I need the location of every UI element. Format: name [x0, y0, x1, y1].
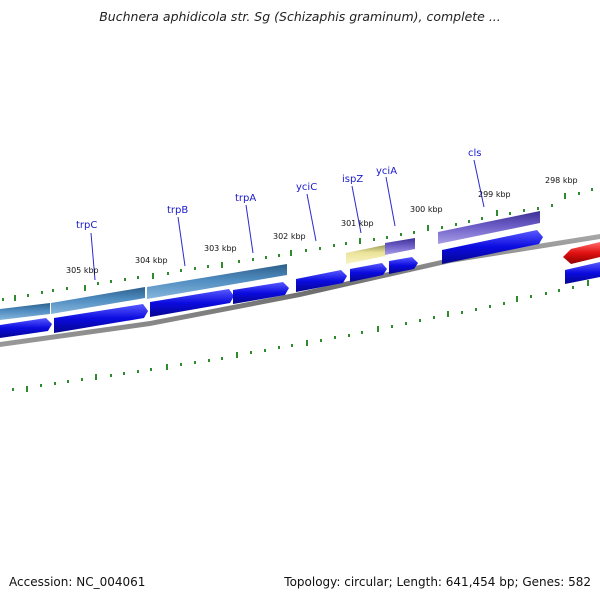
cds-arrow-red[interactable] [563, 242, 600, 264]
cds-arrow[interactable] [54, 304, 148, 333]
cls-feature[interactable] [438, 211, 540, 244]
genome-stats-label: Topology: circular; Length: 641,454 bp; … [284, 575, 591, 589]
kbp-label: 298 kbp [545, 176, 578, 185]
cds-arrow[interactable] [0, 318, 52, 338]
kbp-label: 302 kbp [273, 232, 306, 241]
cds-arrow[interactable] [296, 270, 347, 292]
cds-arrow[interactable] [233, 282, 289, 304]
ispZ-feature[interactable] [346, 245, 385, 264]
lower-tick-ring [12, 280, 589, 392]
cds-arrow[interactable] [442, 230, 543, 264]
feature-track-upper [0, 211, 540, 320]
cds-arrow[interactable] [565, 262, 600, 284]
kbp-label: 304 kbp [135, 256, 168, 265]
map-title: Buchnera aphidicola str. Sg (Schizaphis … [99, 9, 501, 24]
cds-arrow[interactable] [150, 289, 234, 317]
kbp-label: 301 kbp [341, 219, 374, 228]
gene-label-trpB[interactable]: trpB [167, 205, 188, 216]
yciA-feature[interactable] [385, 238, 415, 255]
trpB-feature[interactable] [147, 264, 287, 299]
cds-arrow[interactable] [389, 257, 418, 274]
gene-labels: trpC trpB trpA yciC ispZ yciA cls [76, 148, 482, 231]
trpC-feature[interactable] [0, 303, 50, 320]
gene-label-trpC[interactable]: trpC [76, 220, 97, 231]
gene-leader-lines [90, 159, 485, 281]
gene-label-yciC[interactable]: yciC [296, 182, 317, 193]
gene-label-cls[interactable]: cls [468, 148, 482, 159]
gene-label-yciA[interactable]: yciA [376, 166, 397, 177]
cds-track [0, 230, 600, 338]
kbp-label: 299 kbp [478, 190, 511, 199]
trpC-feature-cont[interactable] [51, 287, 145, 314]
upper-tick-ring [2, 188, 593, 301]
kbp-label: 300 kbp [410, 205, 443, 214]
gene-label-trpA[interactable]: trpA [235, 193, 256, 204]
kbp-label: 303 kbp [204, 244, 237, 253]
gene-label-ispZ[interactable]: ispZ [342, 174, 363, 185]
accession-label: Accession: NC_004061 [9, 575, 146, 589]
kbp-label: 305 kbp [66, 266, 99, 275]
kbp-labels: 305 kbp 304 kbp 303 kbp 302 kbp 301 kbp … [66, 176, 578, 275]
cds-arrow[interactable] [350, 263, 387, 282]
